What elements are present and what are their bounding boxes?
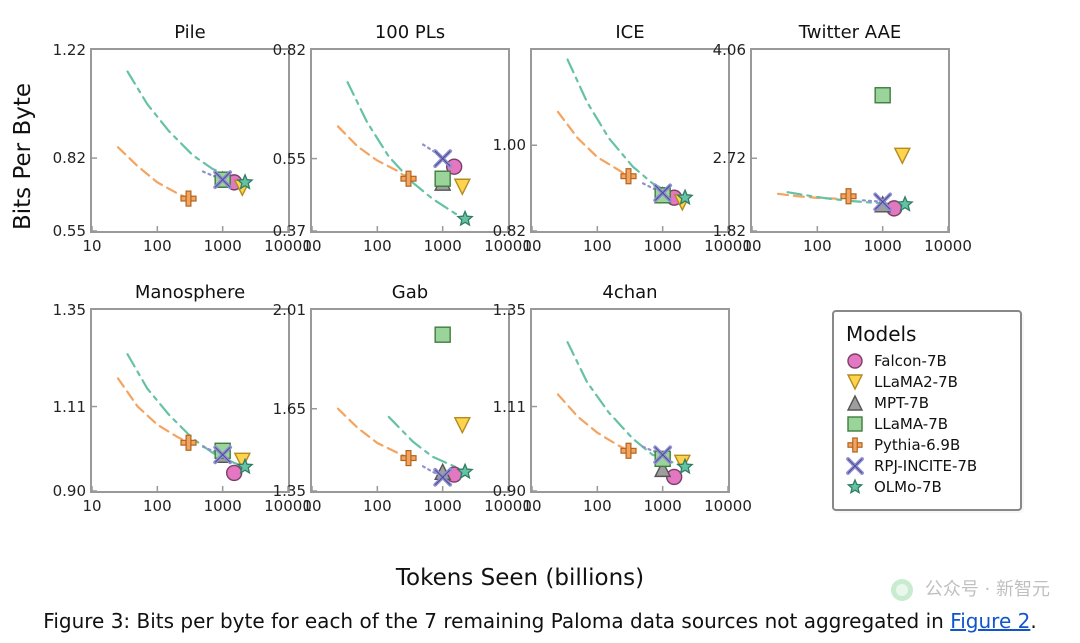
panel-title: Twitter AAE bbox=[750, 22, 950, 43]
panel-title: 4chan bbox=[530, 282, 730, 303]
ytick-label: 0.90 bbox=[30, 482, 86, 500]
xtick-label: 10000 bbox=[704, 497, 752, 515]
legend-box: Models Falcon-7B LLaMA2-7B MPT-7B LLaMA-7B P… bbox=[832, 310, 1022, 511]
xtick-label: 1000 bbox=[424, 237, 462, 255]
ytick-label: 2.01 bbox=[250, 301, 306, 319]
plot-area: 101001000100001.822.724.06 bbox=[750, 48, 950, 233]
plus-icon bbox=[844, 436, 866, 454]
ytick-label: 1.35 bbox=[470, 301, 526, 319]
ytick-label: 0.90 bbox=[470, 482, 526, 500]
xtick-label: 100 bbox=[583, 237, 612, 255]
legend-item-rpj: RPJ-INCITE-7B bbox=[844, 457, 1008, 475]
xtick-label: 1000 bbox=[204, 497, 242, 515]
plot-area: 101001000100000.901.111.35 bbox=[530, 308, 730, 493]
wechat-icon bbox=[891, 579, 913, 601]
ytick-label: 1.82 bbox=[690, 222, 746, 240]
xtick-label: 100 bbox=[583, 497, 612, 515]
legend-title: Models bbox=[846, 322, 1008, 346]
ytick-label: 2.72 bbox=[690, 149, 746, 167]
legend-item-pythia: Pythia-6.9B bbox=[844, 436, 1008, 454]
ytick-label: 0.37 bbox=[250, 222, 306, 240]
xtick-label: 100 bbox=[363, 237, 392, 255]
figure-page: Bits Per Byte Tokens Seen (billions) Pil… bbox=[0, 0, 1080, 643]
x-axis-label: Tokens Seen (billions) bbox=[260, 565, 780, 591]
ytick-label: 0.82 bbox=[250, 41, 306, 59]
panel-title: Manosphere bbox=[90, 282, 290, 303]
legend-label: LLaMA-7B bbox=[874, 415, 948, 433]
ytick-label: 1.35 bbox=[30, 301, 86, 319]
watermark: 公众号 · 新智元 bbox=[891, 575, 1050, 601]
ytick-label: 1.00 bbox=[470, 136, 526, 154]
ytick-label: 1.11 bbox=[470, 398, 526, 416]
ytick-label: 0.82 bbox=[30, 149, 86, 167]
ytick-label: 0.55 bbox=[250, 150, 306, 168]
panel-4chan: 4chan101001000100000.901.111.35 bbox=[530, 290, 730, 515]
panel-grid: Pile101001000100000.550.821.22100 PLs101… bbox=[90, 30, 950, 515]
figure-caption: Figure 3: Bits per byte for each of the … bbox=[30, 609, 1050, 633]
ytick-label: 0.82 bbox=[470, 222, 526, 240]
legend-label: LLaMA2-7B bbox=[874, 373, 958, 391]
legend-item-olmo: OLMo-7B bbox=[844, 478, 1008, 496]
plot-area: 101001000100000.550.821.22 bbox=[90, 48, 290, 233]
xtick-label: 100 bbox=[143, 497, 172, 515]
ytick-label: 1.65 bbox=[250, 400, 306, 418]
legend-label: Falcon-7B bbox=[874, 352, 947, 370]
plot-svg bbox=[92, 50, 288, 231]
legend-label: Pythia-6.9B bbox=[874, 436, 960, 454]
legend-item-falcon: Falcon-7B bbox=[844, 352, 1008, 370]
caption-prefix: Figure 3: Bits per byte for each of the … bbox=[43, 609, 950, 633]
panel-twitter-aae: Twitter AAE101001000100001.822.724.06 bbox=[750, 30, 950, 255]
square-icon bbox=[844, 415, 866, 433]
panel-title: Pile bbox=[90, 22, 290, 43]
ytick-label: 4.06 bbox=[690, 41, 746, 59]
ytick-label: 0.55 bbox=[30, 222, 86, 240]
plot-area: 101001000100000.821.00 bbox=[530, 48, 730, 233]
triangle_down-icon bbox=[844, 373, 866, 391]
legend-label: RPJ-INCITE-7B bbox=[874, 457, 977, 475]
xtick-label: 100 bbox=[803, 237, 832, 255]
panel-title: Gab bbox=[310, 282, 510, 303]
legend-item-llama: LLaMA-7B bbox=[844, 415, 1008, 433]
legend-item-mpt: MPT-7B bbox=[844, 394, 1008, 412]
panel-title: 100 PLs bbox=[310, 22, 510, 43]
panel-title: ICE bbox=[530, 22, 730, 43]
xtick-label: 1000 bbox=[644, 237, 682, 255]
ytick-label: 1.11 bbox=[30, 398, 86, 416]
ytick-label: 1.35 bbox=[250, 482, 306, 500]
xtick-label: 1000 bbox=[424, 497, 462, 515]
caption-figlink[interactable]: Figure 2 bbox=[950, 609, 1030, 633]
watermark-text: 公众号 · 新智元 bbox=[925, 579, 1050, 600]
xtick-label: 1000 bbox=[204, 237, 242, 255]
x-icon bbox=[844, 457, 866, 475]
xtick-label: 10000 bbox=[924, 237, 972, 255]
plot-svg bbox=[752, 50, 948, 231]
xtick-label: 100 bbox=[363, 497, 392, 515]
plot-svg bbox=[532, 50, 728, 231]
circle-icon bbox=[844, 352, 866, 370]
legend-label: MPT-7B bbox=[874, 394, 929, 412]
xtick-label: 1000 bbox=[864, 237, 902, 255]
plot-svg bbox=[532, 310, 728, 491]
star-icon bbox=[844, 478, 866, 496]
ytick-label: 1.22 bbox=[30, 41, 86, 59]
xtick-label: 100 bbox=[143, 237, 172, 255]
legend-item-llama2: LLaMA2-7B bbox=[844, 373, 1008, 391]
caption-suffix: . bbox=[1030, 609, 1036, 633]
triangle_up-icon bbox=[844, 394, 866, 412]
xtick-label: 1000 bbox=[644, 497, 682, 515]
legend-label: OLMo-7B bbox=[874, 478, 942, 496]
